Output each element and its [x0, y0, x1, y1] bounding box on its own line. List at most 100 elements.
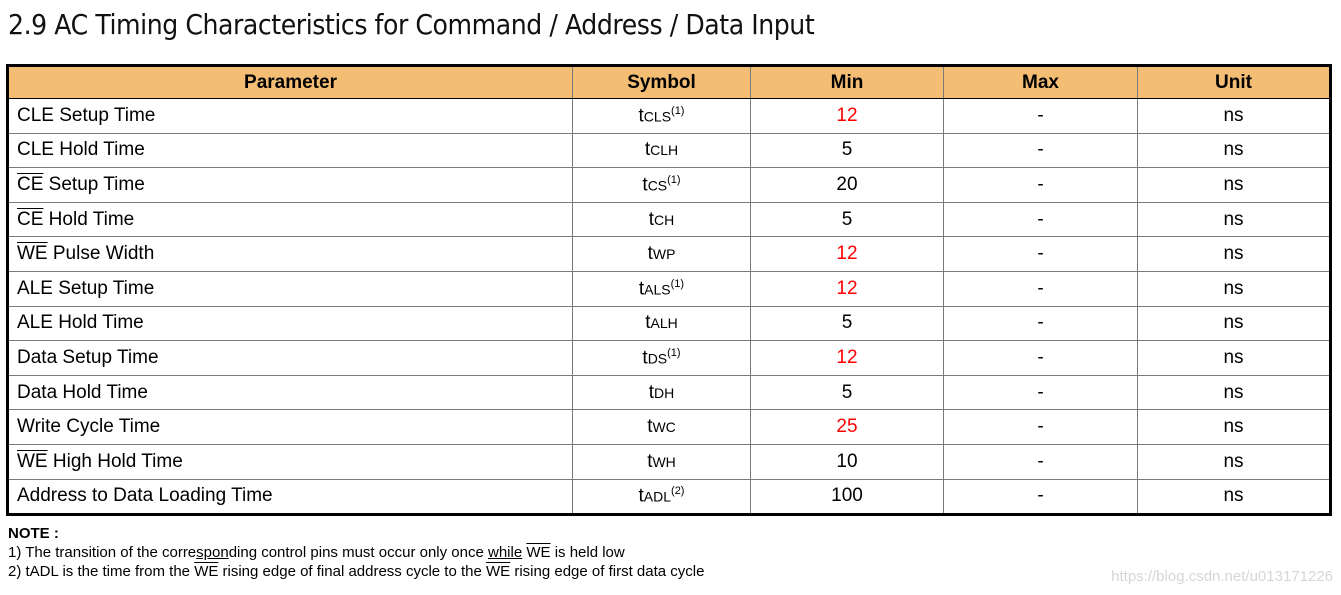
note-2: 2) tADL is the time from the WE rising e… [8, 562, 704, 581]
symbol-sub: WP [652, 246, 676, 263]
unit-cell: ns [1137, 305, 1331, 342]
unit-cell: ns [1137, 374, 1331, 411]
unit-cell: ns [1137, 167, 1331, 203]
unit-cell: ns [1137, 409, 1331, 445]
section-title: 2.9 AC Timing Characteristics for Comman… [8, 8, 815, 41]
unit-cell: ns [1137, 98, 1331, 134]
parameter-name: Data Setup Time [17, 346, 159, 368]
symbol-note: (2) [671, 485, 685, 498]
signal-overline: CE [17, 208, 44, 230]
parameter-cell: WE Pulse Width [7, 236, 573, 272]
symbol-cell: tCLS(1) [572, 98, 751, 134]
symbol-sub: DS [647, 350, 668, 367]
note-1: 1) The transition of the corresponding c… [8, 543, 704, 562]
symbol-t: t [642, 347, 648, 369]
table-row: WE Pulse Width tWP 12- ns [7, 236, 1331, 272]
symbol-cell: tCS(1) [572, 167, 751, 203]
note-text: spon [196, 544, 229, 561]
table-row: CLE Hold Time tCLH 5- ns [7, 132, 1331, 169]
note-text: ding control pins must occur only once [228, 544, 488, 561]
max-cell: - [943, 236, 1138, 272]
symbol-cell: tWH [572, 443, 751, 480]
symbol-t: t [647, 450, 653, 472]
table-row: ALE Hold Time tALH 5- ns [7, 305, 1331, 342]
symbol-cell: tCH [572, 201, 751, 238]
min-cell: 12 [750, 236, 944, 272]
max-cell: - [943, 167, 1138, 203]
table-row: CE Setup Time tCS(1) 20- ns [7, 167, 1331, 203]
max-cell: - [943, 340, 1138, 376]
timing-table: Parameter Symbol Min Max Unit CLE Setup … [6, 64, 1332, 517]
signal-overline: WE [17, 450, 48, 472]
symbol-sub: WH [652, 453, 676, 470]
note-signal: WE [194, 563, 219, 580]
symbol-t: t [648, 381, 655, 403]
min-cell: 100 [750, 478, 944, 516]
header-unit: Unit [1137, 65, 1331, 99]
min-cell: 10 [750, 443, 944, 480]
min-cell: 5 [750, 201, 944, 238]
table-row: Address to Data Loading Time tADL(2) 100- n… [7, 478, 1331, 516]
note-text: rising edge of first data cycle [510, 563, 705, 580]
min-cell: 5 [750, 305, 944, 342]
table-row: CE Hold Time tCH 5- ns [7, 201, 1331, 238]
max-cell: - [943, 478, 1138, 516]
watermark: https://blog.csdn.net/u013171226 [1111, 568, 1333, 585]
parameter-name: Write Cycle Time [17, 416, 161, 438]
parameter-name: Address to Data Loading Time [17, 485, 273, 507]
parameter-name: Setup Time [43, 173, 145, 195]
signal-overline: WE [17, 243, 48, 265]
parameter-name: CLE Hold Time [17, 139, 145, 161]
min-cell: 5 [750, 374, 944, 411]
symbol-cell: tADL(2) [572, 478, 751, 516]
symbol-t: t [645, 312, 651, 334]
symbol-cell: tDS(1) [572, 340, 751, 376]
parameter-cell: CLE Hold Time [7, 132, 573, 169]
parameter-cell: ALE Hold Time [7, 305, 573, 342]
parameter-name: ALE Hold Time [17, 312, 144, 334]
note-text: while [488, 544, 523, 561]
note-text: is held low [550, 544, 625, 561]
parameter-cell: CE Hold Time [7, 201, 573, 238]
max-cell: - [943, 201, 1138, 238]
min-cell: 20 [750, 167, 944, 203]
symbol-t: t [638, 277, 645, 299]
symbol-sub: CS [647, 177, 668, 194]
header-min: Min [750, 65, 944, 99]
unit-cell: ns [1137, 201, 1331, 238]
max-cell: - [943, 132, 1138, 169]
unit-cell: ns [1137, 132, 1331, 169]
table-header-row: Parameter Symbol Min Max Unit [7, 65, 1331, 99]
note-text: 1) The transition of the corre [8, 544, 197, 561]
unit-cell: ns [1137, 236, 1331, 272]
parameter-name: Data Hold Time [17, 381, 148, 403]
min-cell: 12 [750, 270, 944, 307]
note-signal: WE [526, 544, 551, 561]
symbol-sub: WC [652, 419, 676, 436]
header-symbol: Symbol [572, 65, 751, 99]
symbol-cell: tCLH [572, 132, 751, 169]
header-parameter: Parameter [7, 65, 573, 99]
note-signal: WE [486, 563, 511, 580]
symbol-note: (1) [667, 346, 681, 359]
symbol-sub: CLH [650, 142, 679, 159]
parameter-cell: Address to Data Loading Time [7, 478, 573, 516]
parameter-cell: CE Setup Time [7, 167, 573, 203]
note-text: 2) tADL is the time from the [8, 563, 195, 580]
symbol-cell: tALH [572, 305, 751, 342]
symbol-t: t [647, 416, 653, 438]
max-cell: - [943, 305, 1138, 342]
parameter-name: ALE Setup Time [17, 277, 155, 299]
table-row: ALE Setup Time tALS(1) 12- ns [7, 270, 1331, 307]
symbol-t: t [648, 208, 655, 230]
parameter-cell: Write Cycle Time [7, 409, 573, 445]
min-cell: 5 [750, 132, 944, 169]
symbol-sub: ALS [644, 280, 671, 297]
parameter-name: CLE Setup Time [17, 104, 156, 126]
table-row: Write Cycle Time tWC 25- ns [7, 409, 1331, 445]
symbol-t: t [638, 104, 644, 126]
header-max: Max [943, 65, 1138, 99]
min-cell: 25 [750, 409, 944, 445]
symbol-cell: tALS(1) [572, 270, 751, 307]
table-row: WE High Hold Time tWH 10- ns [7, 443, 1331, 480]
